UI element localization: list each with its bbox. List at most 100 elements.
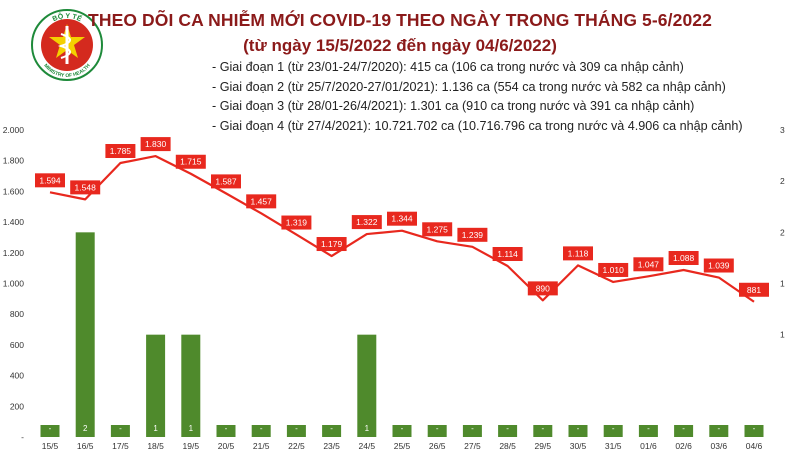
left-axis-tick-label: 1.200 (3, 248, 25, 258)
x-axis-tick-label: 20/5 (218, 441, 235, 450)
line-value-label-box (668, 250, 699, 265)
right-axis-tick-label: 1 (780, 330, 785, 340)
bar (638, 425, 658, 437)
x-axis-tick-label: 30/5 (570, 441, 587, 450)
bar (75, 232, 95, 437)
bar (498, 425, 518, 437)
line-value-label-box (281, 215, 312, 230)
bar-value-label: - (506, 424, 509, 433)
bar (216, 425, 236, 437)
line-value-label: 1.830 (145, 139, 167, 149)
left-axis-tick-label: 200 (10, 401, 24, 411)
line-value-label: 1.010 (603, 265, 625, 275)
page-title: THEO DÕI CA NHIỄM MỚI COVID-19 THEO NGÀY… (88, 10, 712, 30)
bar (427, 425, 447, 437)
line-value-label: 1.179 (321, 239, 343, 249)
line-value-label-box (246, 194, 277, 209)
bar-value-label: 1 (365, 424, 370, 433)
bar-value-label: - (577, 424, 580, 433)
phase-note-4: - Giai đoạn 4 (từ 27/4/2021): 10.721.702… (212, 118, 743, 133)
line-value-label: 1.047 (638, 259, 660, 269)
line-value-label: 881 (747, 285, 761, 295)
bar (357, 334, 377, 437)
line-value-label-box (140, 137, 171, 152)
ministry-of-health-logo: BỘ Y TẾ MINISTRY OF HEALTH (31, 9, 103, 81)
bar (392, 425, 412, 437)
x-axis-tick-label: 16/5 (77, 441, 94, 450)
bar (533, 425, 553, 437)
x-axis-tick-label: 24/5 (359, 441, 376, 450)
x-axis-tick-label: 04/6 (746, 441, 763, 450)
x-axis-tick-label: 18/5 (147, 441, 164, 450)
bar-value-label: - (753, 424, 756, 433)
bar (322, 425, 342, 437)
bar-value-label: - (436, 424, 439, 433)
bar-value-label: - (471, 424, 474, 433)
line-value-label-box (35, 173, 65, 188)
line-value-label: 1.322 (356, 217, 378, 227)
bar-value-label: - (119, 424, 122, 433)
left-axis-tick-label: 2.000 (3, 125, 25, 135)
left-axis-tick-label: 600 (10, 340, 24, 350)
line-value-label-box (598, 262, 629, 277)
line-value-label-box (351, 215, 382, 230)
line-value-label-box (703, 258, 734, 273)
line-value-label-box (563, 246, 593, 261)
line-value-label: 1.319 (286, 218, 308, 228)
right-axis-tick-label: 2 (780, 176, 785, 186)
bar-value-label: - (541, 424, 544, 433)
bar (674, 425, 694, 437)
bar-value-label: - (401, 424, 404, 433)
line-value-label-box (387, 211, 417, 226)
line-value-label: 1.118 (568, 248, 589, 258)
line-value-label: 1.039 (708, 261, 730, 271)
bar-value-label: 2 (83, 424, 88, 433)
bar-value-label: - (682, 424, 685, 433)
x-axis-tick-label: 22/5 (288, 441, 305, 450)
line-value-label-box (527, 281, 558, 296)
line-value-label-box (175, 154, 206, 169)
line-value-label: 1.275 (427, 224, 449, 234)
left-axis-tick-label: 1.000 (3, 279, 25, 289)
bar-value-label: 1 (189, 424, 194, 433)
line-value-label: 1.587 (215, 176, 237, 186)
bar (146, 334, 166, 437)
bar (251, 425, 271, 437)
bar (40, 425, 60, 437)
line-value-label: 1.457 (251, 196, 273, 206)
x-axis-tick-label: 15/5 (42, 441, 59, 450)
bar (181, 334, 201, 437)
line-value-label: 1.785 (110, 146, 132, 156)
x-axis-tick-label: 27/5 (464, 441, 481, 450)
left-axis-tick-label: 400 (10, 371, 24, 381)
x-axis-tick-label: 21/5 (253, 441, 270, 450)
x-axis-tick-label: 17/5 (112, 441, 129, 450)
bar (568, 425, 588, 437)
phase-notes: - Giai đoạn 1 (từ 23/01-24/7/2020): 415 … (212, 58, 743, 136)
phase-note-2: - Giai đoạn 2 (từ 25/7/2020-27/01/2021):… (212, 79, 726, 94)
x-axis-tick-label: 25/5 (394, 441, 411, 450)
bar-value-label: - (260, 424, 263, 433)
line-value-label: 1.594 (39, 175, 61, 185)
x-axis-tick-label: 23/5 (323, 441, 340, 450)
x-axis-tick-label: 26/5 (429, 441, 446, 450)
x-axis-tick-label: 02/6 (675, 441, 692, 450)
bar (709, 425, 729, 437)
bar (603, 425, 623, 437)
line-value-label-box (422, 222, 453, 237)
line-value-label: 1.088 (673, 253, 695, 263)
x-axis-tick-label: 01/6 (640, 441, 657, 450)
x-axis-tick-label: 28/5 (499, 441, 516, 450)
bar-value-label: - (612, 424, 615, 433)
line-value-label: 890 (536, 283, 550, 293)
bar (110, 425, 130, 437)
line-value-label: 1.114 (497, 249, 518, 259)
phase-note-1: - Giai đoạn 1 (từ 23/01-24/7/2020): 415 … (212, 60, 684, 74)
line-value-label-box (492, 247, 523, 262)
cases-line (49, 154, 755, 303)
line-value-label-box (739, 282, 769, 297)
page-subtitle: (từ ngày 15/5/2022 đến ngày 04/6/2022) (243, 36, 557, 55)
left-axis-tick-label: 1.800 (3, 156, 25, 166)
right-axis-tick-label: 3 (780, 125, 785, 135)
